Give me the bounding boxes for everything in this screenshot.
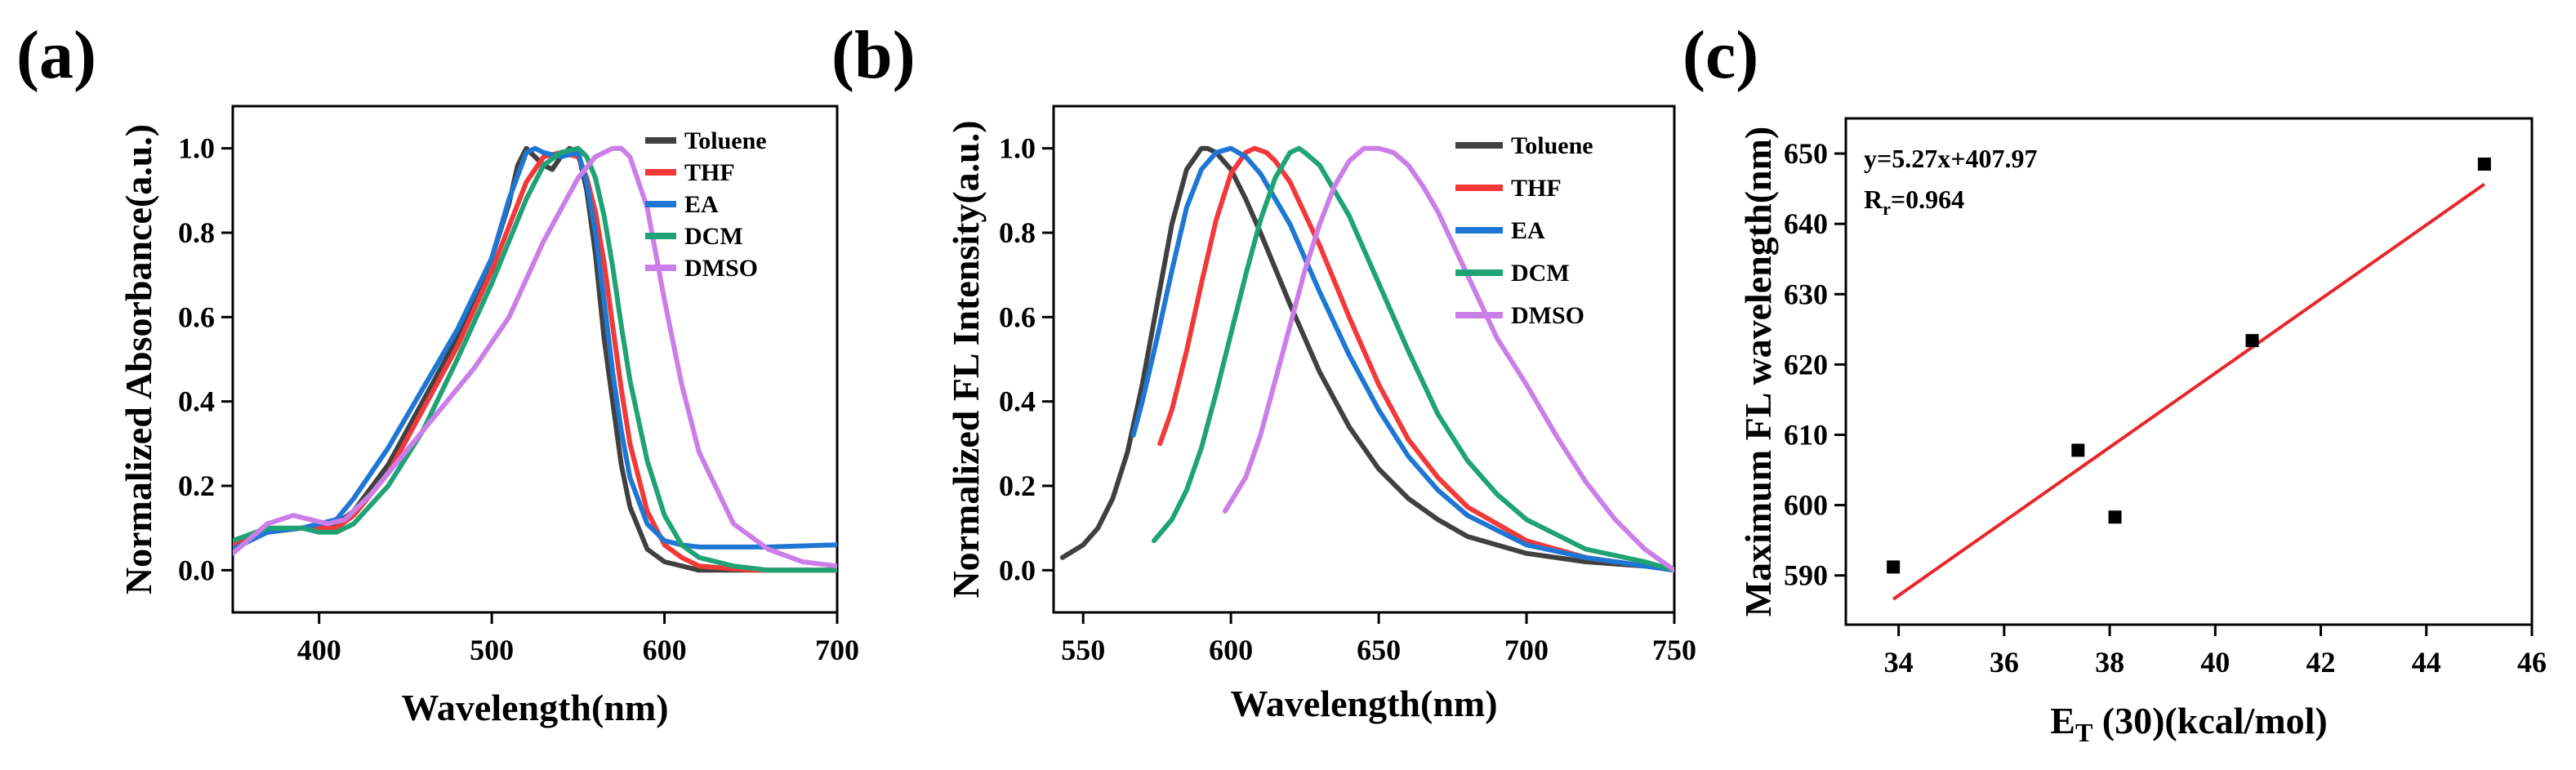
series-line-dcm: [1152, 145, 1674, 573]
legend: Toluene THF EA DCM DMSO: [645, 127, 767, 282]
y-tick-label: 0.6: [999, 300, 1036, 333]
series-line-dmso: [233, 145, 837, 569]
y-tick-label: 0.4: [999, 385, 1036, 418]
y-tick-label: 590: [1784, 559, 1828, 592]
series-line-ea: [233, 145, 837, 552]
x-tick-label: 600: [1209, 634, 1253, 666]
legend-label-ea: EA: [684, 191, 719, 218]
legend-label-toluene: Toluene: [1511, 132, 1593, 159]
fit-equation: y=5.27x+407.97: [1864, 144, 2037, 173]
legend-label-ea: EA: [1511, 217, 1545, 244]
y-axis-title: Normalized FL Intensity(a.u.): [945, 120, 987, 598]
y-tick-label: 1.0: [178, 132, 215, 165]
x-tick-label: 400: [297, 634, 341, 666]
x-tick-label: 700: [815, 634, 859, 666]
legend-label-dmso: DMSO: [1511, 302, 1584, 329]
y-tick-label: 0.0: [178, 554, 215, 586]
y-tick-label: 630: [1784, 278, 1828, 310]
y-tick-label: 0.2: [178, 470, 215, 502]
x-axis-title-main: E: [2050, 700, 2075, 741]
data-point: [2071, 443, 2085, 457]
x-tick-label: 40: [2200, 646, 2230, 679]
y-tick-label: 600: [1784, 489, 1828, 522]
y-tick-label: 0.8: [999, 216, 1036, 249]
panel-a: (a) 400 500 600 700 0.0 0.2 0.4 0.6 0.8 1.0 Normali…: [16, 17, 859, 728]
legend-label-thf: THF: [684, 159, 735, 186]
x-tick-label: 550: [1061, 634, 1105, 666]
x-tick-label: 34: [1884, 646, 1914, 679]
x-axis-title: Wavelength(nm): [401, 687, 668, 728]
legend: Toluene THF EA DCM DMSO: [1455, 132, 1593, 329]
plot-frame: [1844, 117, 2534, 626]
x-tick-label: 650: [1357, 634, 1401, 666]
data-point: [2108, 510, 2122, 524]
legend-label-dmso: DMSO: [684, 255, 758, 282]
x-tick-label: 600: [643, 634, 687, 666]
y-tick-label: 0.4: [178, 385, 215, 418]
series-line-ea: [1130, 145, 1674, 573]
x-tick-label: 750: [1652, 634, 1696, 666]
y-tick-label: 0.6: [178, 300, 215, 333]
x-axis-title: ET (30)(kcal/mol): [2050, 700, 2327, 747]
y-tick-label: 640: [1784, 207, 1828, 240]
y-tick-label: 1.0: [999, 132, 1036, 165]
y-tick-label: 0.8: [178, 216, 215, 249]
panel-label-1: (a): [16, 17, 96, 93]
y-axis-title: Normalized Absorbance(a.u.): [118, 124, 159, 594]
y-tick-label: 650: [1784, 137, 1828, 170]
series-line-dcm: [233, 145, 837, 573]
plot-frame: [1052, 105, 1676, 614]
data-point: [2477, 157, 2491, 171]
panel-label-2: (b): [831, 17, 916, 93]
plot-frame: [231, 105, 839, 614]
y-tick-label: 620: [1784, 348, 1828, 381]
y-tick-label: 0.0: [999, 554, 1036, 586]
x-tick-label: 36: [1990, 646, 2019, 679]
x-tick-label: 46: [2517, 646, 2547, 679]
series-line-thf: [1157, 145, 1674, 573]
series-line-thf: [233, 149, 837, 573]
series-line-toluene: [1059, 145, 1674, 573]
series-group: [233, 145, 837, 573]
x-axis-title-sub: T: [2075, 718, 2092, 747]
panel-label-3: (c): [1682, 17, 1758, 93]
r-value: Rr=0.964: [1864, 185, 1964, 219]
x-tick-label: 500: [470, 634, 514, 666]
fit-line: [1892, 182, 2485, 601]
y-tick-label: 610: [1784, 419, 1828, 452]
x-axis-title-rest: (30)(kcal/mol): [2092, 700, 2327, 741]
legend-label-thf: THF: [1511, 175, 1562, 202]
x-tick-label: 42: [2306, 646, 2336, 679]
legend-label-dcm: DCM: [1511, 260, 1570, 287]
y-tick-label: 0.2: [999, 470, 1036, 502]
x-tick-label: 700: [1504, 634, 1549, 666]
y-axis-title: Maximum FL wavelength(nm): [1737, 127, 1779, 617]
legend-label-toluene: Toluene: [684, 127, 767, 154]
panel-c: (c) 34 36 38 40 42 44 46 590 600 610 620 630 640 650Ma…: [1682, 17, 2547, 747]
r-value-main: R: [1864, 185, 1883, 214]
r-value-rest: =0.964: [1891, 185, 1964, 214]
x-tick-label: 38: [2095, 646, 2124, 679]
panel-b: (b) 550 600 650 700 750 0.0 0.2 0.4 0.6 0.8 1.0 Norm…: [831, 17, 1696, 724]
data-point: [1887, 560, 1901, 574]
series-line-toluene: [233, 145, 837, 573]
legend-label-dcm: DCM: [684, 223, 743, 250]
r-value-sub: r: [1883, 198, 1891, 219]
data-point: [2245, 334, 2259, 348]
series-line-dmso: [1222, 145, 1674, 573]
x-tick-label: 44: [2412, 646, 2441, 679]
series-group: [1059, 145, 1674, 573]
x-axis-title: Wavelength(nm): [1230, 683, 1497, 724]
